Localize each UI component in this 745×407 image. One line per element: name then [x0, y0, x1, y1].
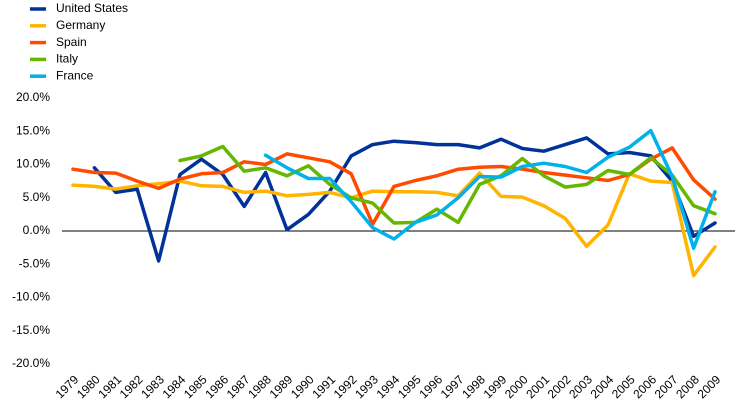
y-tick-label: 15.0%	[16, 123, 50, 137]
series-line	[178, 144, 717, 225]
series-line	[263, 128, 717, 251]
x-tick-label: 2009	[695, 372, 724, 401]
series-line	[71, 171, 717, 278]
series-line	[92, 136, 717, 263]
y-tick-label: 20.0%	[16, 90, 50, 104]
legend-label: Italy	[56, 52, 78, 66]
y-tick-label: 10.0%	[16, 157, 50, 171]
series-line	[71, 146, 717, 227]
y-tick-label: -15.0%	[12, 323, 50, 337]
y-tick-label: -20.0%	[12, 356, 50, 370]
y-tick-label: 5.0%	[23, 190, 51, 204]
legend-label: Spain	[56, 35, 87, 49]
legend-label: France	[56, 68, 94, 82]
y-tick-label: -5.0%	[19, 256, 51, 270]
legend-label: Germany	[56, 18, 105, 32]
y-tick-label: -10.0%	[12, 290, 50, 304]
y-tick-label: 0.0%	[23, 223, 51, 237]
legend-label: United States	[56, 1, 128, 15]
